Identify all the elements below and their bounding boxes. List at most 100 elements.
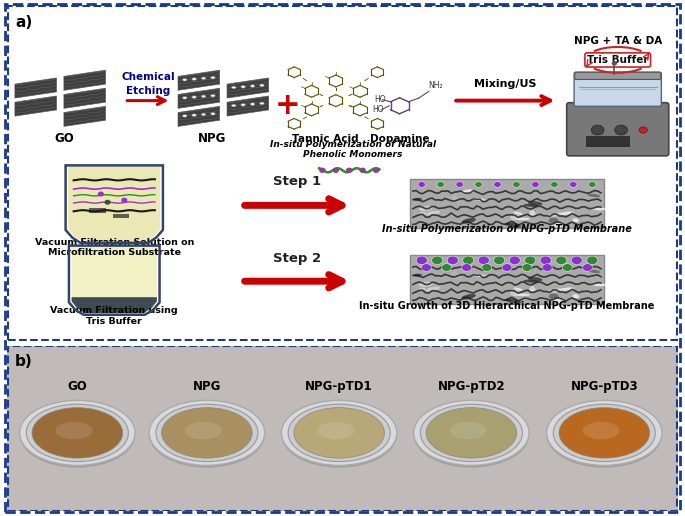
- Circle shape: [347, 168, 352, 172]
- Ellipse shape: [530, 286, 536, 292]
- Circle shape: [509, 256, 520, 265]
- Ellipse shape: [547, 400, 662, 465]
- Ellipse shape: [510, 214, 520, 220]
- Ellipse shape: [232, 86, 236, 89]
- Ellipse shape: [162, 408, 252, 458]
- FancyBboxPatch shape: [410, 255, 604, 304]
- Polygon shape: [178, 70, 220, 90]
- Circle shape: [462, 256, 474, 265]
- Text: Step 1: Step 1: [273, 175, 321, 188]
- Text: NPG: NPG: [192, 379, 221, 393]
- Ellipse shape: [288, 404, 390, 461]
- Polygon shape: [64, 88, 105, 108]
- Circle shape: [525, 256, 536, 265]
- Circle shape: [437, 182, 445, 187]
- Ellipse shape: [462, 218, 476, 224]
- Ellipse shape: [472, 274, 486, 277]
- Ellipse shape: [192, 114, 197, 117]
- Circle shape: [494, 182, 501, 187]
- Ellipse shape: [449, 422, 486, 439]
- Circle shape: [614, 125, 627, 135]
- Text: GO: GO: [67, 379, 87, 393]
- Text: NPG: NPG: [197, 132, 226, 145]
- Ellipse shape: [425, 211, 440, 216]
- Text: Step 2: Step 2: [273, 252, 321, 265]
- Ellipse shape: [513, 212, 523, 215]
- Ellipse shape: [414, 402, 529, 467]
- Circle shape: [447, 256, 458, 265]
- FancyBboxPatch shape: [574, 72, 662, 106]
- Ellipse shape: [587, 269, 600, 273]
- Ellipse shape: [26, 404, 128, 461]
- Ellipse shape: [192, 77, 197, 80]
- Circle shape: [591, 125, 604, 135]
- Circle shape: [494, 256, 505, 265]
- Ellipse shape: [210, 112, 215, 115]
- Ellipse shape: [559, 408, 649, 458]
- Ellipse shape: [559, 287, 574, 291]
- Circle shape: [432, 256, 443, 265]
- Polygon shape: [227, 96, 269, 116]
- Ellipse shape: [232, 104, 236, 107]
- Text: Dopamine: Dopamine: [370, 134, 429, 144]
- Circle shape: [418, 182, 425, 187]
- Text: b): b): [15, 354, 33, 369]
- Circle shape: [562, 264, 573, 271]
- Ellipse shape: [32, 408, 123, 458]
- Ellipse shape: [414, 198, 422, 201]
- Ellipse shape: [419, 212, 426, 215]
- Circle shape: [513, 182, 520, 187]
- Text: NPG + TA & DA: NPG + TA & DA: [573, 36, 662, 46]
- Bar: [113, 214, 129, 218]
- Ellipse shape: [55, 422, 92, 439]
- Text: NH₂: NH₂: [429, 82, 443, 90]
- Circle shape: [105, 200, 110, 204]
- Circle shape: [478, 256, 489, 265]
- Ellipse shape: [551, 298, 564, 303]
- Polygon shape: [227, 78, 269, 98]
- Text: HO: HO: [373, 105, 384, 115]
- Polygon shape: [68, 166, 160, 241]
- Polygon shape: [178, 106, 220, 126]
- Ellipse shape: [591, 283, 606, 286]
- Ellipse shape: [421, 404, 523, 461]
- Circle shape: [502, 264, 512, 271]
- Circle shape: [612, 61, 617, 66]
- Circle shape: [462, 264, 472, 271]
- Polygon shape: [64, 70, 105, 90]
- Polygon shape: [64, 106, 105, 126]
- Ellipse shape: [192, 95, 197, 99]
- Circle shape: [543, 264, 552, 271]
- Ellipse shape: [547, 288, 562, 293]
- Circle shape: [587, 256, 598, 265]
- FancyBboxPatch shape: [410, 179, 604, 228]
- Ellipse shape: [551, 222, 564, 228]
- Circle shape: [122, 198, 127, 202]
- Ellipse shape: [201, 113, 206, 116]
- Circle shape: [522, 264, 532, 271]
- Ellipse shape: [282, 402, 397, 467]
- Polygon shape: [15, 96, 57, 116]
- Polygon shape: [15, 78, 57, 98]
- Ellipse shape: [523, 280, 538, 283]
- Text: Chemical: Chemical: [121, 72, 175, 82]
- Bar: [8, 6, 677, 340]
- Circle shape: [551, 182, 558, 187]
- Ellipse shape: [201, 95, 206, 98]
- Ellipse shape: [451, 271, 458, 276]
- Circle shape: [333, 168, 338, 172]
- Polygon shape: [178, 88, 220, 108]
- Ellipse shape: [461, 189, 475, 194]
- Ellipse shape: [549, 294, 558, 299]
- Bar: [586, 136, 629, 146]
- Ellipse shape: [472, 198, 486, 201]
- Ellipse shape: [250, 85, 255, 88]
- FancyBboxPatch shape: [566, 103, 669, 156]
- Ellipse shape: [573, 294, 579, 298]
- Ellipse shape: [250, 103, 255, 106]
- Ellipse shape: [419, 206, 433, 211]
- Ellipse shape: [461, 265, 475, 270]
- Text: NPG-pTD2: NPG-pTD2: [438, 379, 506, 393]
- Ellipse shape: [201, 77, 206, 80]
- Ellipse shape: [210, 76, 215, 79]
